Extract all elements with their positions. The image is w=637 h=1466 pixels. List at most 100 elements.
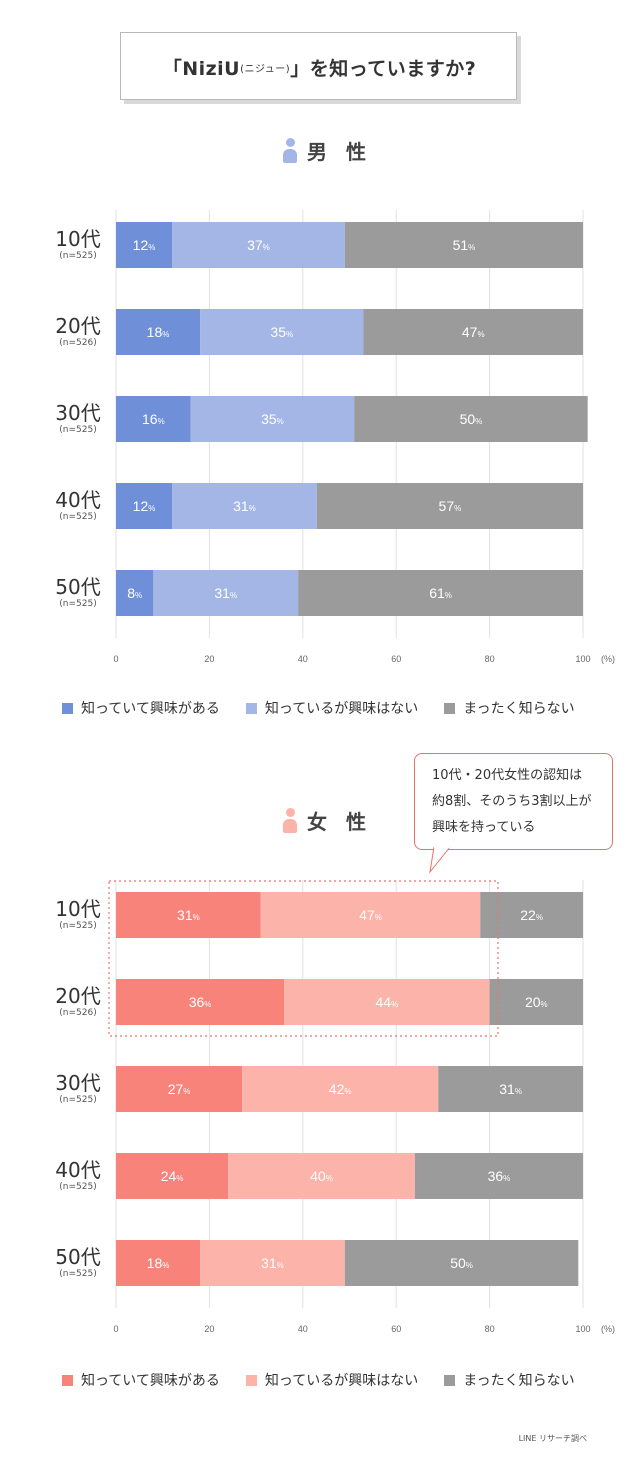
source-note: LINE リサーチ調べ bbox=[518, 1434, 587, 1443]
bar-segment bbox=[116, 396, 191, 442]
row-label: 30代 (n=525) bbox=[40, 402, 116, 436]
bar-segment bbox=[284, 979, 490, 1025]
data-label: 44% bbox=[376, 994, 399, 1010]
title-reading: (ニジュー) bbox=[240, 63, 291, 75]
data-label: 18% bbox=[147, 1255, 170, 1271]
data-label: 8% bbox=[127, 585, 142, 601]
bar-segment bbox=[489, 979, 583, 1025]
row-label: 40代 (n=525) bbox=[40, 489, 116, 523]
age-label: 10代 bbox=[55, 897, 101, 921]
row-label: 30代 (n=525) bbox=[40, 1072, 116, 1106]
sample-size-label: (n=525) bbox=[59, 251, 97, 261]
bar-segment bbox=[200, 1240, 345, 1286]
title-box: 「NiziU (ニジュー) 」を知っていますか? bbox=[120, 32, 517, 100]
legend-item-dont-know: まったく知らない bbox=[444, 1370, 575, 1390]
data-label: 37% bbox=[247, 237, 270, 253]
bar-segment bbox=[153, 570, 299, 616]
title-prefix: 「NiziU bbox=[162, 57, 241, 80]
data-label: 27% bbox=[168, 1081, 191, 1097]
x-tick-label: 60 bbox=[391, 654, 401, 664]
age-label: 20代 bbox=[55, 984, 101, 1008]
data-label: 36% bbox=[189, 994, 212, 1010]
bar-segment bbox=[116, 979, 285, 1025]
data-label: 40% bbox=[310, 1168, 333, 1184]
data-label: 61% bbox=[429, 585, 452, 601]
row-label: 20代 (n=526) bbox=[40, 315, 116, 349]
legend-item-know-not-interested: 知っているが興味はない bbox=[245, 1370, 418, 1390]
bar-segment bbox=[260, 892, 481, 938]
data-label: 22% bbox=[520, 907, 543, 923]
data-label: 50% bbox=[460, 411, 483, 427]
data-label: 31% bbox=[214, 585, 237, 601]
female-stacked-bar-chart: 0 20 40 60 80 100 (%) 31% 47% 22% 36% 44% 20% 27% 42% 3… bbox=[108, 880, 615, 1334]
x-tick-label: 20 bbox=[204, 654, 214, 664]
data-label: 50% bbox=[450, 1255, 473, 1271]
row-label: 50代 (n=525) bbox=[40, 576, 116, 610]
sample-size-label: (n=525) bbox=[59, 1269, 97, 1279]
bar-segment bbox=[116, 483, 173, 529]
female-section-heading: 女 性 bbox=[283, 806, 372, 835]
age-label: 10代 bbox=[55, 227, 101, 251]
male-legend: 知っていて興味がある 知っているが興味はない まったく知らない bbox=[62, 698, 601, 718]
callout-line-2: 約8割、そのうち3割以上が bbox=[432, 794, 592, 809]
bar-segment bbox=[116, 1066, 243, 1112]
age-label: 50代 bbox=[55, 575, 101, 599]
bar-segment bbox=[354, 396, 588, 442]
data-label: 18% bbox=[147, 324, 170, 340]
data-label: 35% bbox=[261, 411, 284, 427]
bar-segment bbox=[298, 570, 583, 616]
bar-segment bbox=[316, 483, 583, 529]
row-label: 50代 (n=525) bbox=[40, 1246, 116, 1280]
sample-size-label: (n=526) bbox=[59, 338, 97, 348]
data-label: 16% bbox=[142, 411, 165, 427]
data-label: 47% bbox=[462, 324, 485, 340]
x-tick-label: 0 bbox=[113, 1324, 118, 1334]
data-label: 57% bbox=[439, 498, 462, 514]
row-label: 10代 (n=525) bbox=[40, 228, 116, 262]
x-tick-label: 100 bbox=[575, 654, 590, 664]
row-label: 40代 (n=525) bbox=[40, 1159, 116, 1193]
sample-size-label: (n=525) bbox=[59, 921, 97, 931]
callout-tail bbox=[429, 846, 451, 874]
data-label: 31% bbox=[233, 498, 256, 514]
age-label: 40代 bbox=[55, 488, 101, 512]
x-tick-label: 40 bbox=[298, 654, 308, 664]
x-tick-label: 100 bbox=[575, 1324, 590, 1334]
x-unit-label: (%) bbox=[601, 654, 615, 664]
female-heading-text: 女 性 bbox=[307, 810, 372, 834]
bar-segment bbox=[116, 222, 173, 268]
sample-size-label: (n=525) bbox=[59, 425, 97, 435]
data-label: 35% bbox=[270, 324, 293, 340]
callout-line-3: 興味を持っている bbox=[432, 820, 536, 835]
sample-size-label: (n=525) bbox=[59, 599, 97, 609]
bar-segment bbox=[116, 309, 201, 355]
male-heading-text: 男 性 bbox=[307, 140, 372, 164]
legend-item-know-not-interested: 知っているが興味はない bbox=[245, 698, 418, 718]
female-legend: 知っていて興味がある 知っているが興味はない まったく知らない bbox=[62, 1370, 601, 1390]
male-section-heading: 男 性 bbox=[283, 136, 372, 165]
x-tick-label: 80 bbox=[485, 654, 495, 664]
x-tick-label: 60 bbox=[391, 1324, 401, 1334]
male-stacked-bar-chart: 0 20 40 60 80 100 (%) 12% 37% 51% 18% 35% 47% 16% 35% 5… bbox=[113, 210, 615, 664]
x-tick-label: 0 bbox=[113, 654, 118, 664]
highlight-box bbox=[108, 880, 499, 1037]
data-label: 12% bbox=[133, 237, 156, 253]
data-label: 31% bbox=[177, 907, 200, 923]
bar-segment bbox=[190, 396, 355, 442]
data-label: 42% bbox=[329, 1081, 352, 1097]
row-label: 20代 (n=526) bbox=[40, 985, 116, 1019]
age-label: 30代 bbox=[55, 401, 101, 425]
data-label: 47% bbox=[359, 907, 382, 923]
age-label: 30代 bbox=[55, 1071, 101, 1095]
data-label: 36% bbox=[488, 1168, 511, 1184]
x-tick-label: 80 bbox=[485, 1324, 495, 1334]
bar-segment bbox=[228, 1153, 415, 1199]
sample-size-label: (n=525) bbox=[59, 1095, 97, 1105]
row-label: 10代 (n=525) bbox=[40, 898, 116, 932]
age-label: 40代 bbox=[55, 1158, 101, 1182]
x-tick-label: 40 bbox=[298, 1324, 308, 1334]
data-label: 31% bbox=[261, 1255, 284, 1271]
sample-size-label: (n=526) bbox=[59, 1008, 97, 1018]
bar-segment bbox=[344, 1240, 579, 1286]
x-unit-label: (%) bbox=[601, 1324, 615, 1334]
